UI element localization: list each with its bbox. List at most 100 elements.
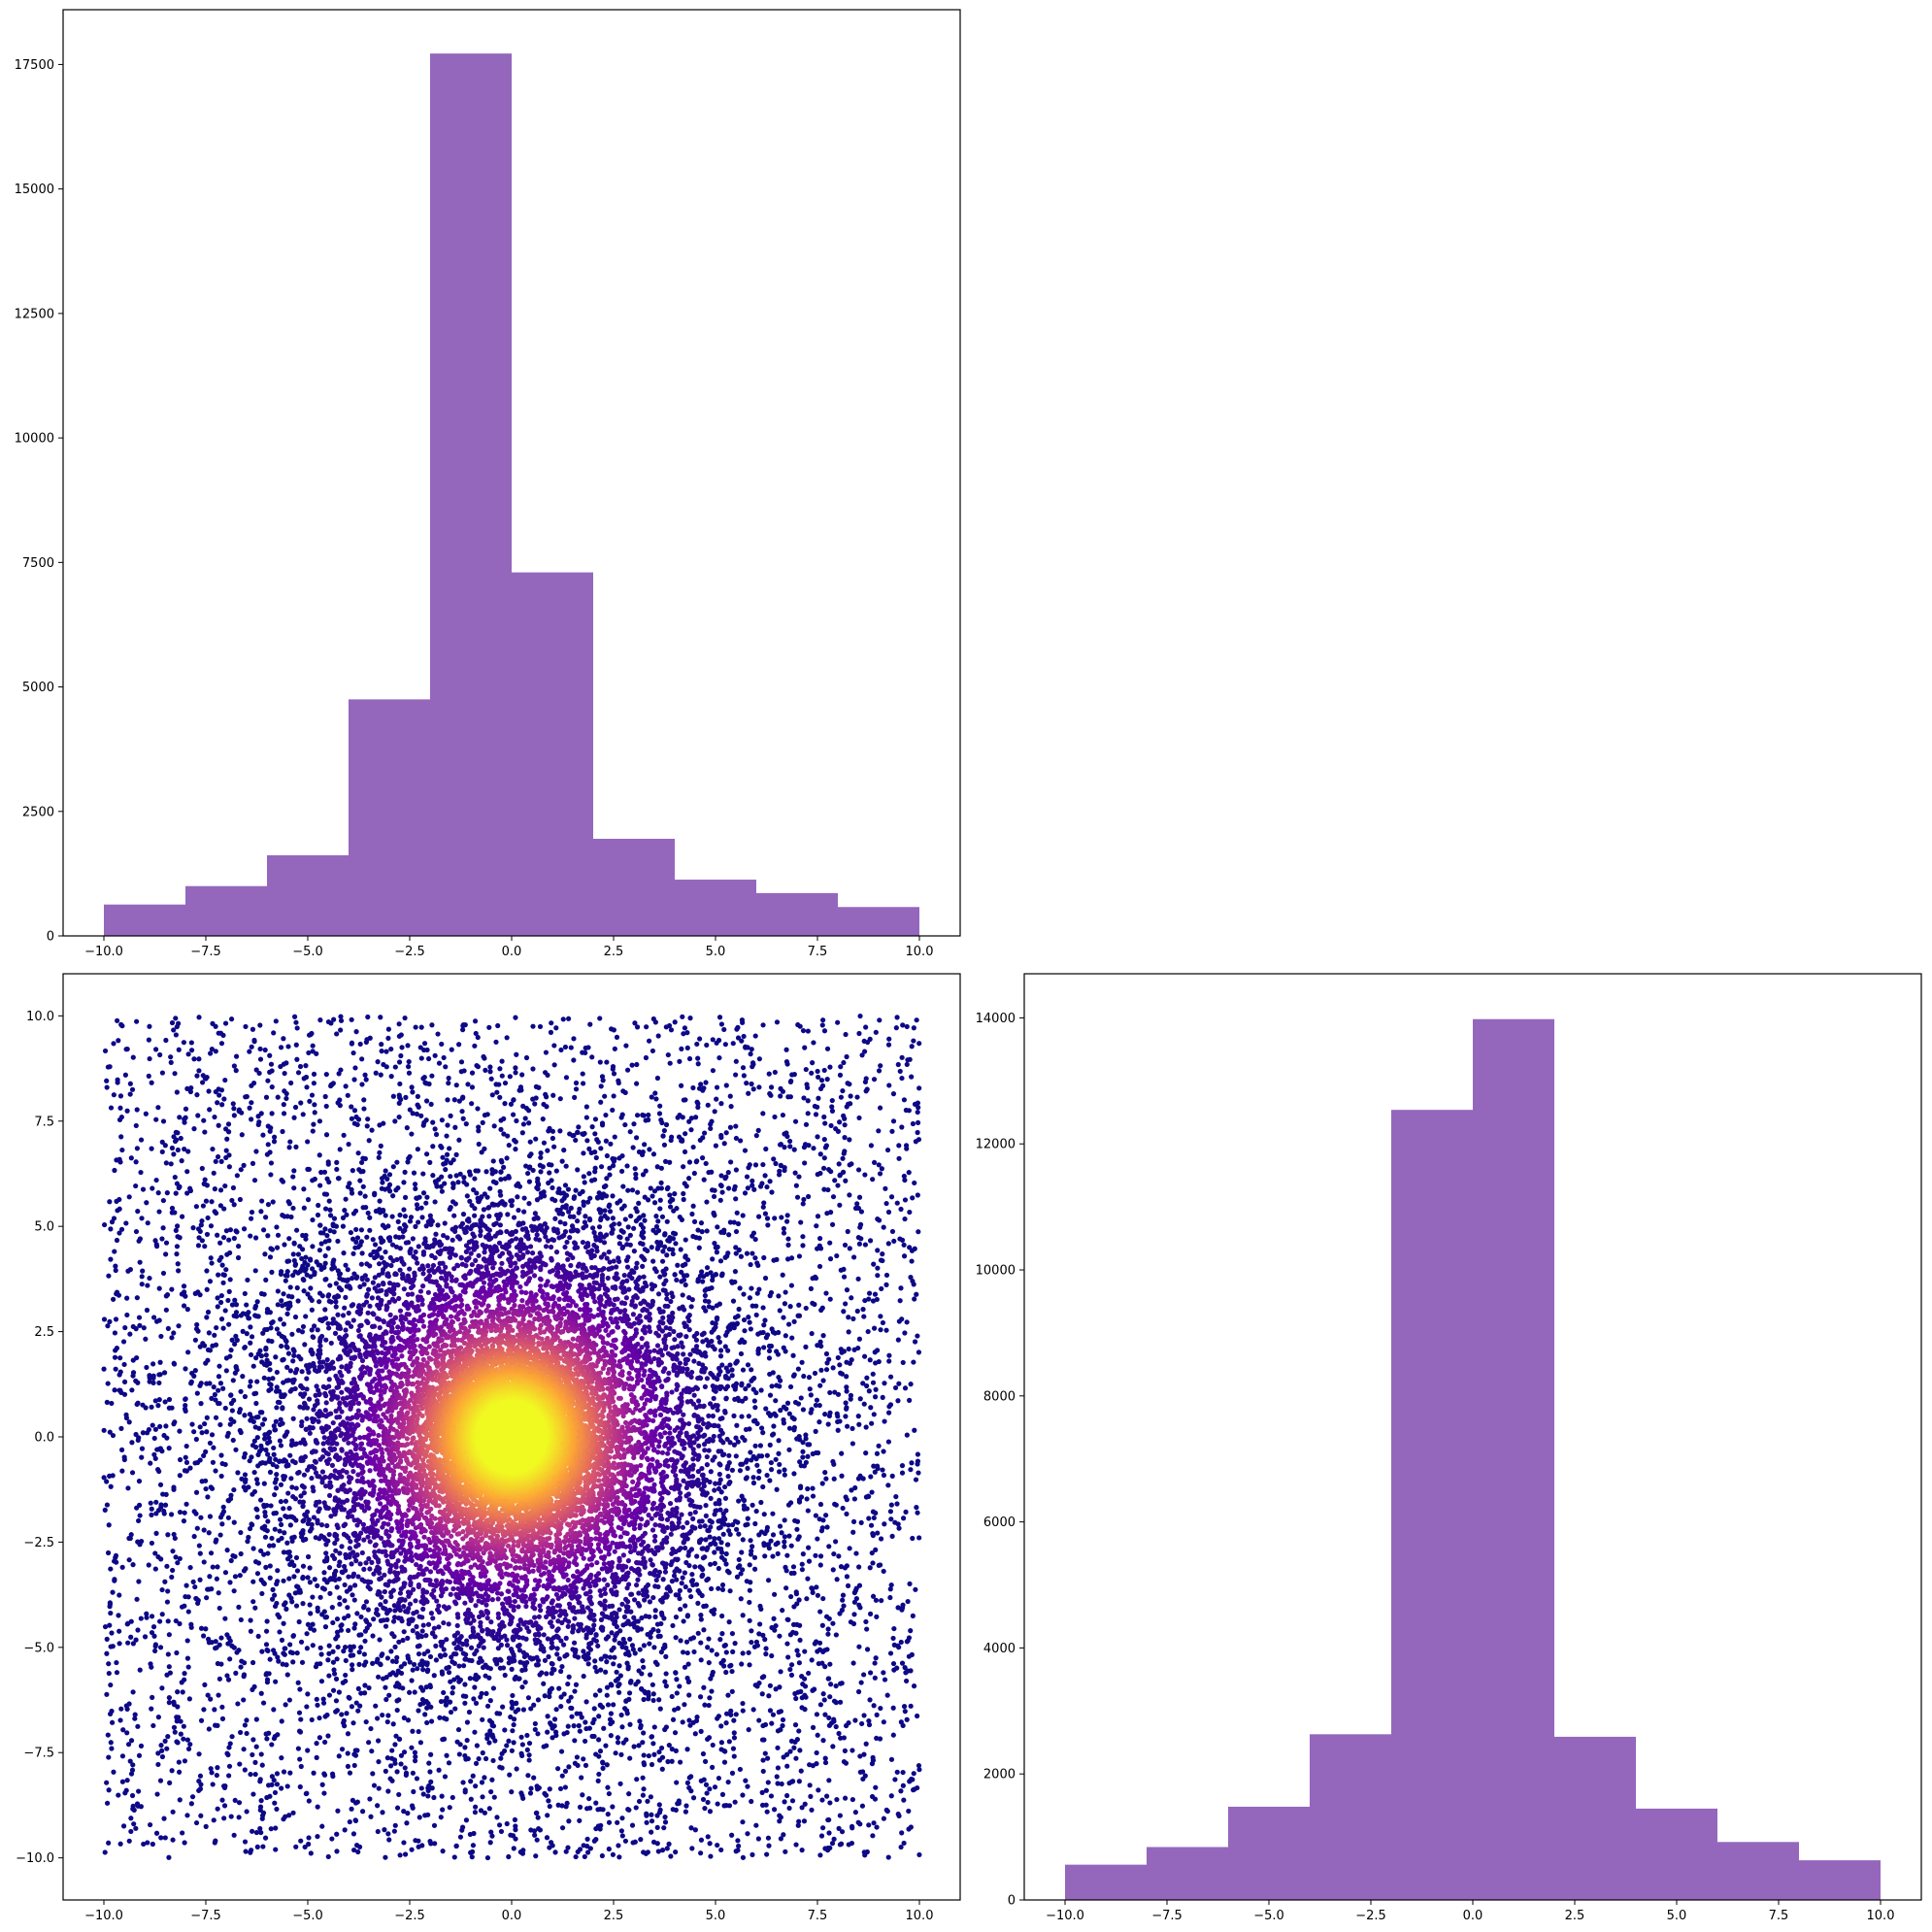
scatter-point — [557, 1128, 563, 1134]
scatter-point — [213, 1415, 219, 1420]
scatter-point — [546, 1128, 551, 1134]
scatter-point — [727, 1219, 733, 1225]
scatter-point — [284, 1783, 290, 1789]
scatter-point — [756, 1286, 762, 1292]
scatter-point — [301, 1186, 307, 1192]
scatter-point — [805, 1576, 811, 1582]
scatter-point — [773, 1622, 779, 1629]
scatter-point — [631, 1121, 637, 1127]
scatter-point — [390, 1164, 396, 1170]
scatter-point — [136, 1579, 142, 1584]
scatter-point — [198, 1381, 204, 1386]
scatter-point — [644, 1811, 650, 1816]
scatter-point — [851, 1612, 857, 1617]
scatter-point — [469, 1101, 475, 1107]
scatter-point — [888, 1502, 894, 1508]
scatter-point — [439, 1145, 445, 1150]
scatter-point — [107, 1622, 113, 1628]
scatter-point — [432, 1841, 438, 1847]
scatter-point — [317, 1017, 323, 1023]
scatter-point — [190, 1579, 196, 1584]
scatter-point — [901, 1242, 907, 1248]
scatter-point — [143, 1405, 149, 1411]
scatter-point — [563, 1849, 569, 1854]
scatter-point — [264, 1677, 271, 1682]
scatter-point — [882, 1677, 888, 1682]
scatter-point — [777, 1461, 783, 1468]
scatter-point — [826, 1715, 832, 1721]
scatter-point — [334, 1708, 341, 1714]
scatter-point — [124, 1778, 130, 1783]
scatter-point — [109, 1719, 116, 1725]
scatter-point — [700, 1796, 707, 1803]
scatter-point — [472, 1043, 478, 1049]
scatter-point — [321, 1586, 327, 1592]
scatter-point — [182, 1840, 187, 1846]
scatter-point — [665, 1758, 671, 1765]
scatter-point — [771, 1257, 777, 1263]
scatter-point — [805, 1111, 811, 1116]
scatter-point — [180, 1830, 185, 1836]
scatter-point — [831, 1550, 837, 1557]
scatter-point — [760, 1204, 766, 1210]
scatter-point — [396, 1059, 403, 1065]
scatter-point — [531, 1702, 537, 1708]
scatter-point — [753, 1312, 759, 1318]
scatter-point — [559, 1773, 565, 1779]
scatter-point — [456, 1098, 462, 1104]
scatter-point — [755, 1262, 761, 1269]
scatter-point — [104, 1084, 110, 1090]
scatter-point — [146, 1562, 151, 1568]
scatter-point — [172, 1535, 178, 1542]
scatter-point — [178, 1718, 183, 1724]
scatter-point — [576, 1722, 582, 1729]
scatter-point — [399, 1045, 405, 1050]
scatter-point — [606, 1846, 612, 1852]
scatter-point — [707, 1695, 713, 1701]
scatter-point — [127, 1091, 133, 1097]
scatter-point — [124, 1295, 130, 1301]
scatter-point — [480, 1716, 485, 1722]
scatter-point — [283, 1702, 288, 1708]
scatter-point — [268, 1503, 274, 1509]
scatter-point — [815, 1592, 821, 1598]
scatter-point — [242, 1344, 248, 1350]
scatter-point — [604, 1059, 610, 1065]
scatter-point — [226, 1164, 232, 1170]
scatter-point — [125, 1640, 131, 1646]
scatter-point — [839, 1829, 846, 1835]
scatter-point — [282, 1242, 287, 1248]
scatter-point — [248, 1233, 253, 1239]
scatter-point — [854, 1201, 860, 1207]
scatter-point — [681, 1164, 686, 1170]
scatter-point — [205, 1357, 211, 1363]
scatter-point — [402, 1765, 408, 1771]
scatter-point — [724, 1542, 731, 1548]
scatter-point — [650, 1839, 657, 1845]
scatter-point — [562, 1044, 569, 1050]
scatter-point — [682, 1664, 688, 1670]
scatter-point — [395, 1218, 401, 1224]
scatter-point — [127, 1758, 133, 1764]
scatter-point — [750, 1386, 756, 1392]
scatter-point — [252, 1390, 259, 1396]
scatter-point — [685, 1176, 692, 1182]
scatter-point — [679, 1046, 684, 1052]
scatter-point — [319, 1782, 325, 1787]
scatter-point — [818, 1307, 824, 1314]
hist-x-bar — [430, 53, 512, 936]
scatter-point — [864, 1375, 870, 1381]
scatter-point — [152, 1238, 158, 1244]
scatter-point — [194, 1321, 200, 1328]
scatter-point — [184, 1307, 190, 1313]
scatter-point — [702, 1805, 708, 1812]
scatter-point — [573, 1080, 580, 1086]
scatter-point — [345, 1750, 350, 1756]
scatter-point — [316, 1202, 321, 1209]
scatter-point — [356, 1661, 362, 1667]
scatter-point — [502, 1727, 508, 1733]
scatter-point — [491, 1123, 497, 1129]
scatter-point — [698, 1657, 704, 1663]
scatter-point — [172, 1729, 178, 1735]
scatter-point — [270, 1376, 276, 1382]
